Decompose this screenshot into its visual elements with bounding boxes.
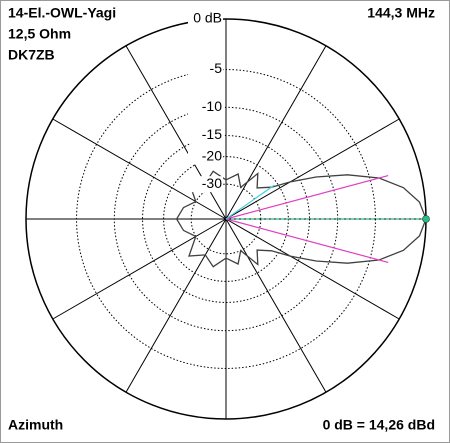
ring-label: -20 bbox=[202, 147, 222, 163]
ring-label-bg bbox=[188, 61, 223, 78]
ring-label-bg bbox=[188, 99, 223, 116]
plot bbox=[175, 170, 430, 268]
spoke bbox=[225, 118, 400, 220]
ring bbox=[76, 69, 376, 369]
spoke bbox=[52, 118, 227, 220]
ring-label-bg bbox=[188, 11, 223, 27]
max-dot bbox=[422, 215, 430, 223]
spoke bbox=[225, 45, 327, 220]
ring bbox=[190, 183, 262, 255]
ring-label-bg bbox=[188, 176, 223, 193]
spoke bbox=[125, 218, 227, 393]
frequency: 144,3 MHz bbox=[367, 5, 435, 21]
spoke bbox=[225, 218, 327, 393]
subtitle: 12,5 Ohm bbox=[8, 26, 71, 42]
ring-label: -30 bbox=[202, 175, 222, 191]
reference-label: 0 dB = 14,26 dBd bbox=[323, 417, 435, 433]
pattern bbox=[175, 170, 427, 268]
ring-label: -5 bbox=[210, 60, 223, 76]
marker-line bbox=[225, 218, 389, 264]
marker-line bbox=[225, 184, 275, 220]
labels: 0 dB -5 -10 -15 -20 -30 bbox=[188, 10, 223, 193]
ring bbox=[142, 135, 310, 303]
spoke bbox=[52, 218, 227, 320]
author: DK7ZB bbox=[8, 47, 55, 63]
marker-line bbox=[225, 174, 389, 220]
ring-label: 0 dB bbox=[193, 10, 222, 26]
plane-label: Azimuth bbox=[8, 417, 63, 433]
ring-label-bg bbox=[188, 127, 223, 144]
chart-title: 14-El.-OWL-Yagi bbox=[8, 5, 116, 21]
ring-label: -15 bbox=[202, 126, 222, 142]
ring-label: -10 bbox=[202, 98, 222, 114]
ring-label-bg bbox=[188, 148, 223, 165]
spoke bbox=[225, 218, 400, 320]
